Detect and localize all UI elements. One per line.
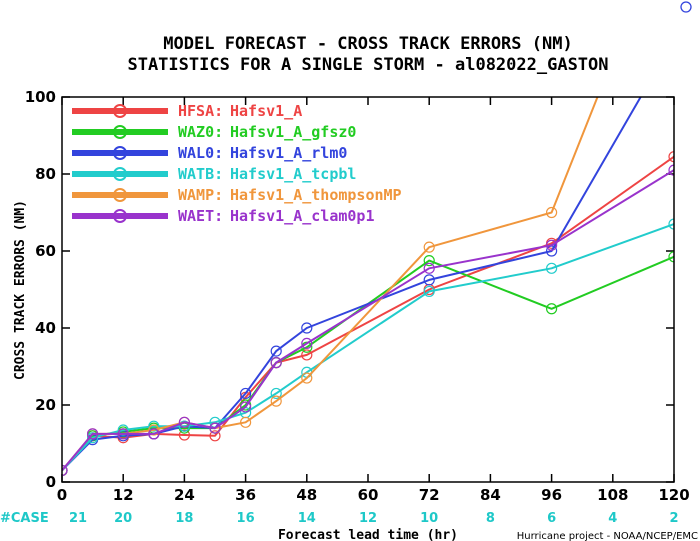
data-point [301, 322, 313, 334]
x-tick-label: 24 [174, 486, 195, 504]
case-count-value: 10 [420, 511, 438, 526]
x-tick-label: 84 [480, 486, 501, 504]
case-count-value: 16 [237, 511, 255, 526]
data-point [668, 218, 674, 230]
legend-swatch-marker [113, 146, 127, 160]
case-count-value: 8 [486, 511, 495, 526]
legend-model-name: Hafsv1_A [230, 102, 302, 120]
data-point [178, 416, 190, 428]
legend-code: WAMP: [178, 186, 223, 204]
legend-code: HFSA: [178, 102, 223, 120]
case-count-value: 6 [547, 511, 556, 526]
x-tick-label: 108 [597, 486, 628, 504]
y-tick-label: 80 [35, 165, 56, 183]
x-axis-ticks: 0 12 24 36 48 60 72 84 96 108 120 [57, 97, 690, 504]
y-tick-label: 0 [46, 473, 56, 491]
case-count-value: 20 [114, 511, 132, 526]
credit-text: Hurricane project - NOAA/NCEP/EMC [517, 531, 698, 541]
data-point [148, 420, 160, 432]
case-count-label: #CASE [0, 511, 49, 526]
legend-code: WATB: [178, 165, 223, 183]
x-tick-label: 48 [296, 486, 317, 504]
data-point [423, 274, 435, 286]
legend-code: WAET: [178, 207, 223, 225]
legend-model-name: Hafsv1_A_tcpbl [230, 165, 356, 183]
legend-swatch-marker [113, 125, 127, 139]
top-right-circle-marker [680, 1, 692, 13]
data-point [301, 372, 313, 384]
data-point [545, 239, 558, 251]
case-count-value: 2 [669, 511, 678, 526]
legend-model-name: Hafsv1_A_gfsz0 [230, 123, 356, 141]
y-tick-label: 60 [35, 242, 56, 260]
data-point [423, 262, 435, 274]
x-tick-label: 60 [358, 486, 379, 504]
case-count-value: 4 [608, 511, 617, 526]
data-point [117, 428, 129, 440]
chart-title-line1: MODEL FORECAST - CROSS TRACK ERRORS (NM) [163, 34, 572, 54]
data-point [669, 34, 679, 44]
case-count-value: 21 [69, 511, 87, 526]
legend: HFSA: Hafsv1_A WAZ0: Hafsv1_A_gfsz0 WAL0: Haf… [72, 102, 402, 225]
x-axis-title: Forecast lead time (hr) [278, 528, 458, 541]
data-point [148, 424, 160, 436]
legend-code: WAZ0: [178, 123, 223, 141]
data-point [301, 337, 313, 349]
legend-swatch-marker [113, 188, 127, 202]
case-count-value: 14 [298, 511, 316, 526]
x-tick-label: 0 [57, 486, 67, 504]
x-tick-label: 36 [235, 486, 256, 504]
data-point [209, 430, 221, 442]
case-count-row: 21 20 18 16 14 12 10 8 6 4 2 [69, 511, 679, 526]
data-point [423, 255, 435, 267]
y-axis-title: CROSS TRACK ERRORS (NM) [13, 200, 28, 380]
data-point [668, 251, 674, 263]
data-point [240, 401, 252, 413]
data-point [148, 428, 160, 440]
legend-model-name: Hafsv1_A_clam0p1 [230, 207, 375, 225]
data-point [178, 429, 190, 441]
data-point [545, 262, 558, 274]
y-tick-label: 40 [35, 319, 56, 337]
data-point [270, 387, 282, 400]
x-tick-label: 12 [113, 486, 134, 504]
data-point [178, 420, 190, 432]
case-count-value: 12 [359, 511, 377, 526]
data-point [668, 151, 674, 163]
x-tick-label: 120 [658, 486, 689, 504]
x-tick-label: 96 [541, 486, 562, 504]
legend-swatch-marker [113, 167, 127, 181]
data-point [270, 395, 282, 407]
y-axis-ticks: 0 20 40 60 80 100 [25, 88, 674, 491]
data-point [270, 345, 282, 357]
data-point [423, 241, 435, 253]
x-tick-label: 72 [419, 486, 440, 504]
data-point [209, 422, 221, 434]
data-point [117, 424, 129, 436]
case-count-value: 18 [175, 511, 193, 526]
data-point [270, 357, 282, 369]
data-point [301, 349, 313, 361]
data-point [668, 164, 674, 176]
data-point [62, 464, 68, 477]
data-point [86, 428, 99, 440]
legend-swatch-marker [113, 209, 127, 223]
data-point [545, 303, 558, 315]
legend-swatch-marker [113, 104, 127, 118]
legend-code: WAL0: [178, 144, 223, 162]
plot-frame [61, 96, 675, 483]
chart-title-line2: STATISTICS FOR A SINGLE STORM - al082022… [127, 55, 608, 75]
data-point [423, 285, 435, 298]
data-point [240, 387, 252, 400]
y-tick-label: 100 [25, 88, 56, 106]
series-layer [62, 34, 679, 477]
data-point [240, 416, 252, 428]
data-point [545, 206, 558, 219]
legend-model-name: Hafsv1_A_rlm0 [230, 144, 347, 162]
data-point [86, 432, 99, 444]
y-tick-label: 20 [35, 396, 56, 414]
legend-model-name: Hafsv1_A_thompsonMP [230, 186, 402, 204]
